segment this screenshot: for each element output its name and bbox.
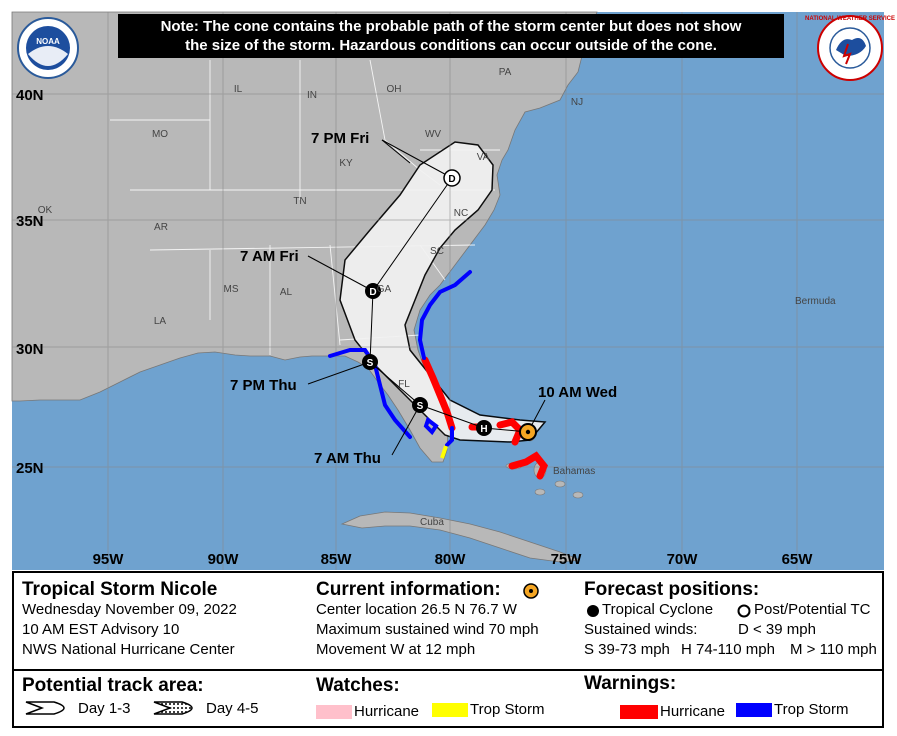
state-label-la: LA xyxy=(154,316,167,327)
warnings-title: Warnings: xyxy=(584,673,677,694)
state-label-nj: NJ xyxy=(571,97,583,108)
trop-storm-watch-label: Trop Storm xyxy=(470,701,545,718)
trop-storm-watch-segment xyxy=(440,445,448,459)
watches-title: Watches: xyxy=(316,675,400,696)
hurricane-warning-label: Hurricane xyxy=(660,703,726,720)
forecast-point-7am-thu xyxy=(412,397,428,413)
note-line-2: the size of the storm. Hazardous conditi… xyxy=(185,37,717,54)
day13-cone-icon xyxy=(25,701,65,715)
trop-storm-warning-label: Trop Storm xyxy=(774,701,849,718)
tropical-cyclone-label: Tropical Cyclone xyxy=(602,601,714,618)
current-info-title: Current information: xyxy=(316,579,501,600)
lon-label-95w: 95W xyxy=(93,551,125,568)
label-leaders xyxy=(307,139,546,456)
tropical-cyclone-icon xyxy=(587,605,599,617)
lon-label-70w: 70W xyxy=(667,551,699,568)
storm-name: Tropical Storm Nicole xyxy=(22,579,218,600)
hurricane-warning-swatch xyxy=(620,705,658,719)
cuba xyxy=(340,511,581,563)
label-7pm-fri: 7 PM Fri xyxy=(311,130,369,147)
forecast-point-h xyxy=(476,420,492,436)
lat-label-35n: 35N xyxy=(16,213,44,230)
forecast-point-7pm-fri xyxy=(443,169,461,187)
state-label-il: IL xyxy=(234,84,243,95)
trop-storm-watch-swatch xyxy=(432,703,468,717)
noaa-logo-text: NOAA xyxy=(36,37,60,46)
state-label-fl: FL xyxy=(398,379,410,390)
day45-cone-icon xyxy=(153,701,193,715)
sustained-winds-label: Sustained winds: xyxy=(584,621,698,638)
place-label-cuba: Cuba xyxy=(420,517,444,528)
movement: Movement W at 12 mph xyxy=(316,641,476,658)
point-7pm-fri-symbol: D xyxy=(448,174,455,185)
state-label-ok: OK xyxy=(38,205,53,216)
trop-storm-warning-swatch xyxy=(736,703,772,717)
track-area-title: Potential track area: xyxy=(22,675,204,696)
place-label-bahamas: Bahamas xyxy=(553,466,595,477)
lat-lon-grid xyxy=(12,12,884,570)
label-7am-fri: 7 AM Fri xyxy=(240,248,299,265)
lon-label-80w: 80W xyxy=(435,551,467,568)
place-label-bermuda: Bermuda xyxy=(795,296,836,307)
trop-storm-warning-segments xyxy=(328,270,472,447)
label-10am-wed: 10 AM Wed xyxy=(538,384,617,401)
state-label-al: AL xyxy=(280,287,293,298)
lon-label-65w: 65W xyxy=(782,551,814,568)
nws-logo: NATIONAL WEATHER SERVICE xyxy=(805,15,895,81)
hurricane-watch-swatch xyxy=(316,705,352,719)
forecast-point-7pm-thu xyxy=(362,354,378,370)
lat-label-25n: 25N xyxy=(16,460,44,477)
day45-label: Day 4-5 xyxy=(206,700,259,717)
issuing-center: NWS National Hurricane Center xyxy=(22,641,235,658)
legend-divider xyxy=(14,669,882,671)
state-label-ar: AR xyxy=(154,222,168,233)
state-label-pa: PA xyxy=(499,67,512,78)
max-wind: Maximum sustained wind 70 mph xyxy=(316,621,539,638)
state-label-oh: OH xyxy=(387,84,402,95)
point-7pm-thu-symbol: S xyxy=(367,358,374,369)
center-location: Center location 26.5 N 76.7 W xyxy=(316,601,517,618)
state-label-wv: WV xyxy=(425,129,441,140)
point-7am-thu-symbol: S xyxy=(417,401,424,412)
note-line-1: Note: The cone contains the probable pat… xyxy=(160,18,742,35)
hurricane-watch-label: Hurricane xyxy=(354,703,420,720)
state-label-tn: TN xyxy=(293,196,306,207)
d-category: D < 39 mph xyxy=(738,621,816,638)
m-category: M > 110 mph xyxy=(790,641,877,658)
post-tc-icon xyxy=(737,604,751,618)
post-tc-label: Post/Potential TC xyxy=(754,601,871,618)
state-label-nc: NC xyxy=(454,208,468,219)
state-label-ky: KY xyxy=(339,158,353,169)
lon-label-75w: 75W xyxy=(551,551,583,568)
forecast-point-7am-fri xyxy=(365,283,381,299)
state-label-ms: MS xyxy=(224,284,239,295)
state-label-sc: SC xyxy=(430,246,444,257)
current-position-icon xyxy=(523,583,539,599)
lat-label-40n: 40N xyxy=(16,87,44,104)
forecast-positions-title: Forecast positions: xyxy=(584,579,760,600)
lon-label-90w: 90W xyxy=(208,551,240,568)
day13-label: Day 1-3 xyxy=(78,700,131,717)
label-7pm-thu: 7 PM Thu xyxy=(230,377,297,394)
lat-label-30n: 30N xyxy=(16,341,44,358)
advisory-date: Wednesday November 09, 2022 xyxy=(22,601,237,618)
h-category: H 74-110 mph xyxy=(681,641,775,658)
s-category: S 39-73 mph xyxy=(584,641,670,658)
state-label-ga: GA xyxy=(377,284,392,295)
cone-note-banner: Note: The cone contains the probable pat… xyxy=(118,14,784,58)
advisory-number: 10 AM EST Advisory 10 xyxy=(22,621,180,638)
state-label-in: IN xyxy=(307,90,317,101)
point-7am-fri-symbol: D xyxy=(369,287,376,298)
nws-logo-text: NATIONAL WEATHER SERVICE xyxy=(805,16,895,22)
us-landmass xyxy=(11,11,598,463)
legend-panel: Tropical Storm Nicole Wednesday November… xyxy=(12,571,884,728)
state-label-va: VA xyxy=(477,152,490,163)
noaa-logo: NOAA xyxy=(17,17,79,79)
label-7am-thu: 7 AM Thu xyxy=(314,450,381,467)
state-label-mo: MO xyxy=(152,129,168,140)
point-h-label: H xyxy=(480,424,487,435)
lon-label-85w: 85W xyxy=(321,551,353,568)
